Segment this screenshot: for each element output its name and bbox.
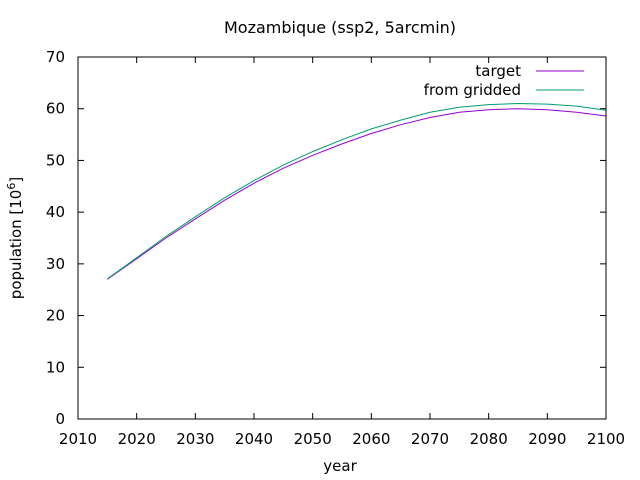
x-tick-label: 2060 (352, 430, 390, 448)
y-axis-label: population [106] (5, 177, 25, 299)
x-tick-label: 2020 (118, 430, 156, 448)
x-tick-label: 2040 (235, 430, 273, 448)
y-tick-label: 0 (55, 410, 65, 428)
x-tick-label: 2080 (470, 430, 508, 448)
x-axis-label: year (323, 457, 357, 475)
y-tick-label: 50 (46, 151, 65, 169)
axis-ticks (77, 56, 607, 420)
series-line-target (107, 108, 607, 280)
x-tick-label: 2090 (528, 430, 566, 448)
legend-label: target (475, 62, 521, 80)
y-axis-label-close: ] (7, 177, 25, 183)
y-axis-label-exponent: 6 (5, 183, 18, 190)
y-axis-label-text: population [10 (7, 190, 25, 300)
y-tick-label: 40 (46, 203, 65, 221)
series-lines (107, 102, 607, 280)
plot-frame (77, 56, 607, 420)
x-tick-label: 2050 (294, 430, 332, 448)
x-tick-label: 2070 (411, 430, 449, 448)
y-tick-label: 30 (46, 255, 65, 273)
x-tick-label: 2100 (587, 430, 625, 448)
legend-label: from gridded (424, 81, 521, 99)
chart-title: Mozambique (ssp2, 5arcmin) (224, 18, 456, 37)
y-tick-label: 10 (46, 358, 65, 376)
y-tick-label: 60 (46, 100, 65, 118)
x-tick-label: 2010 (59, 430, 97, 448)
y-tick-label: 20 (46, 307, 65, 325)
y-tick-label: 70 (46, 48, 65, 66)
y-tick-labels: 0 10 20 30 40 50 60 70 (46, 48, 65, 428)
series-line-from-gridded (107, 102, 607, 280)
x-tick-label: 2030 (176, 430, 214, 448)
x-tick-labels: 2010 2020 2030 2040 2050 2060 2070 2080 2090 2100 (59, 430, 625, 448)
